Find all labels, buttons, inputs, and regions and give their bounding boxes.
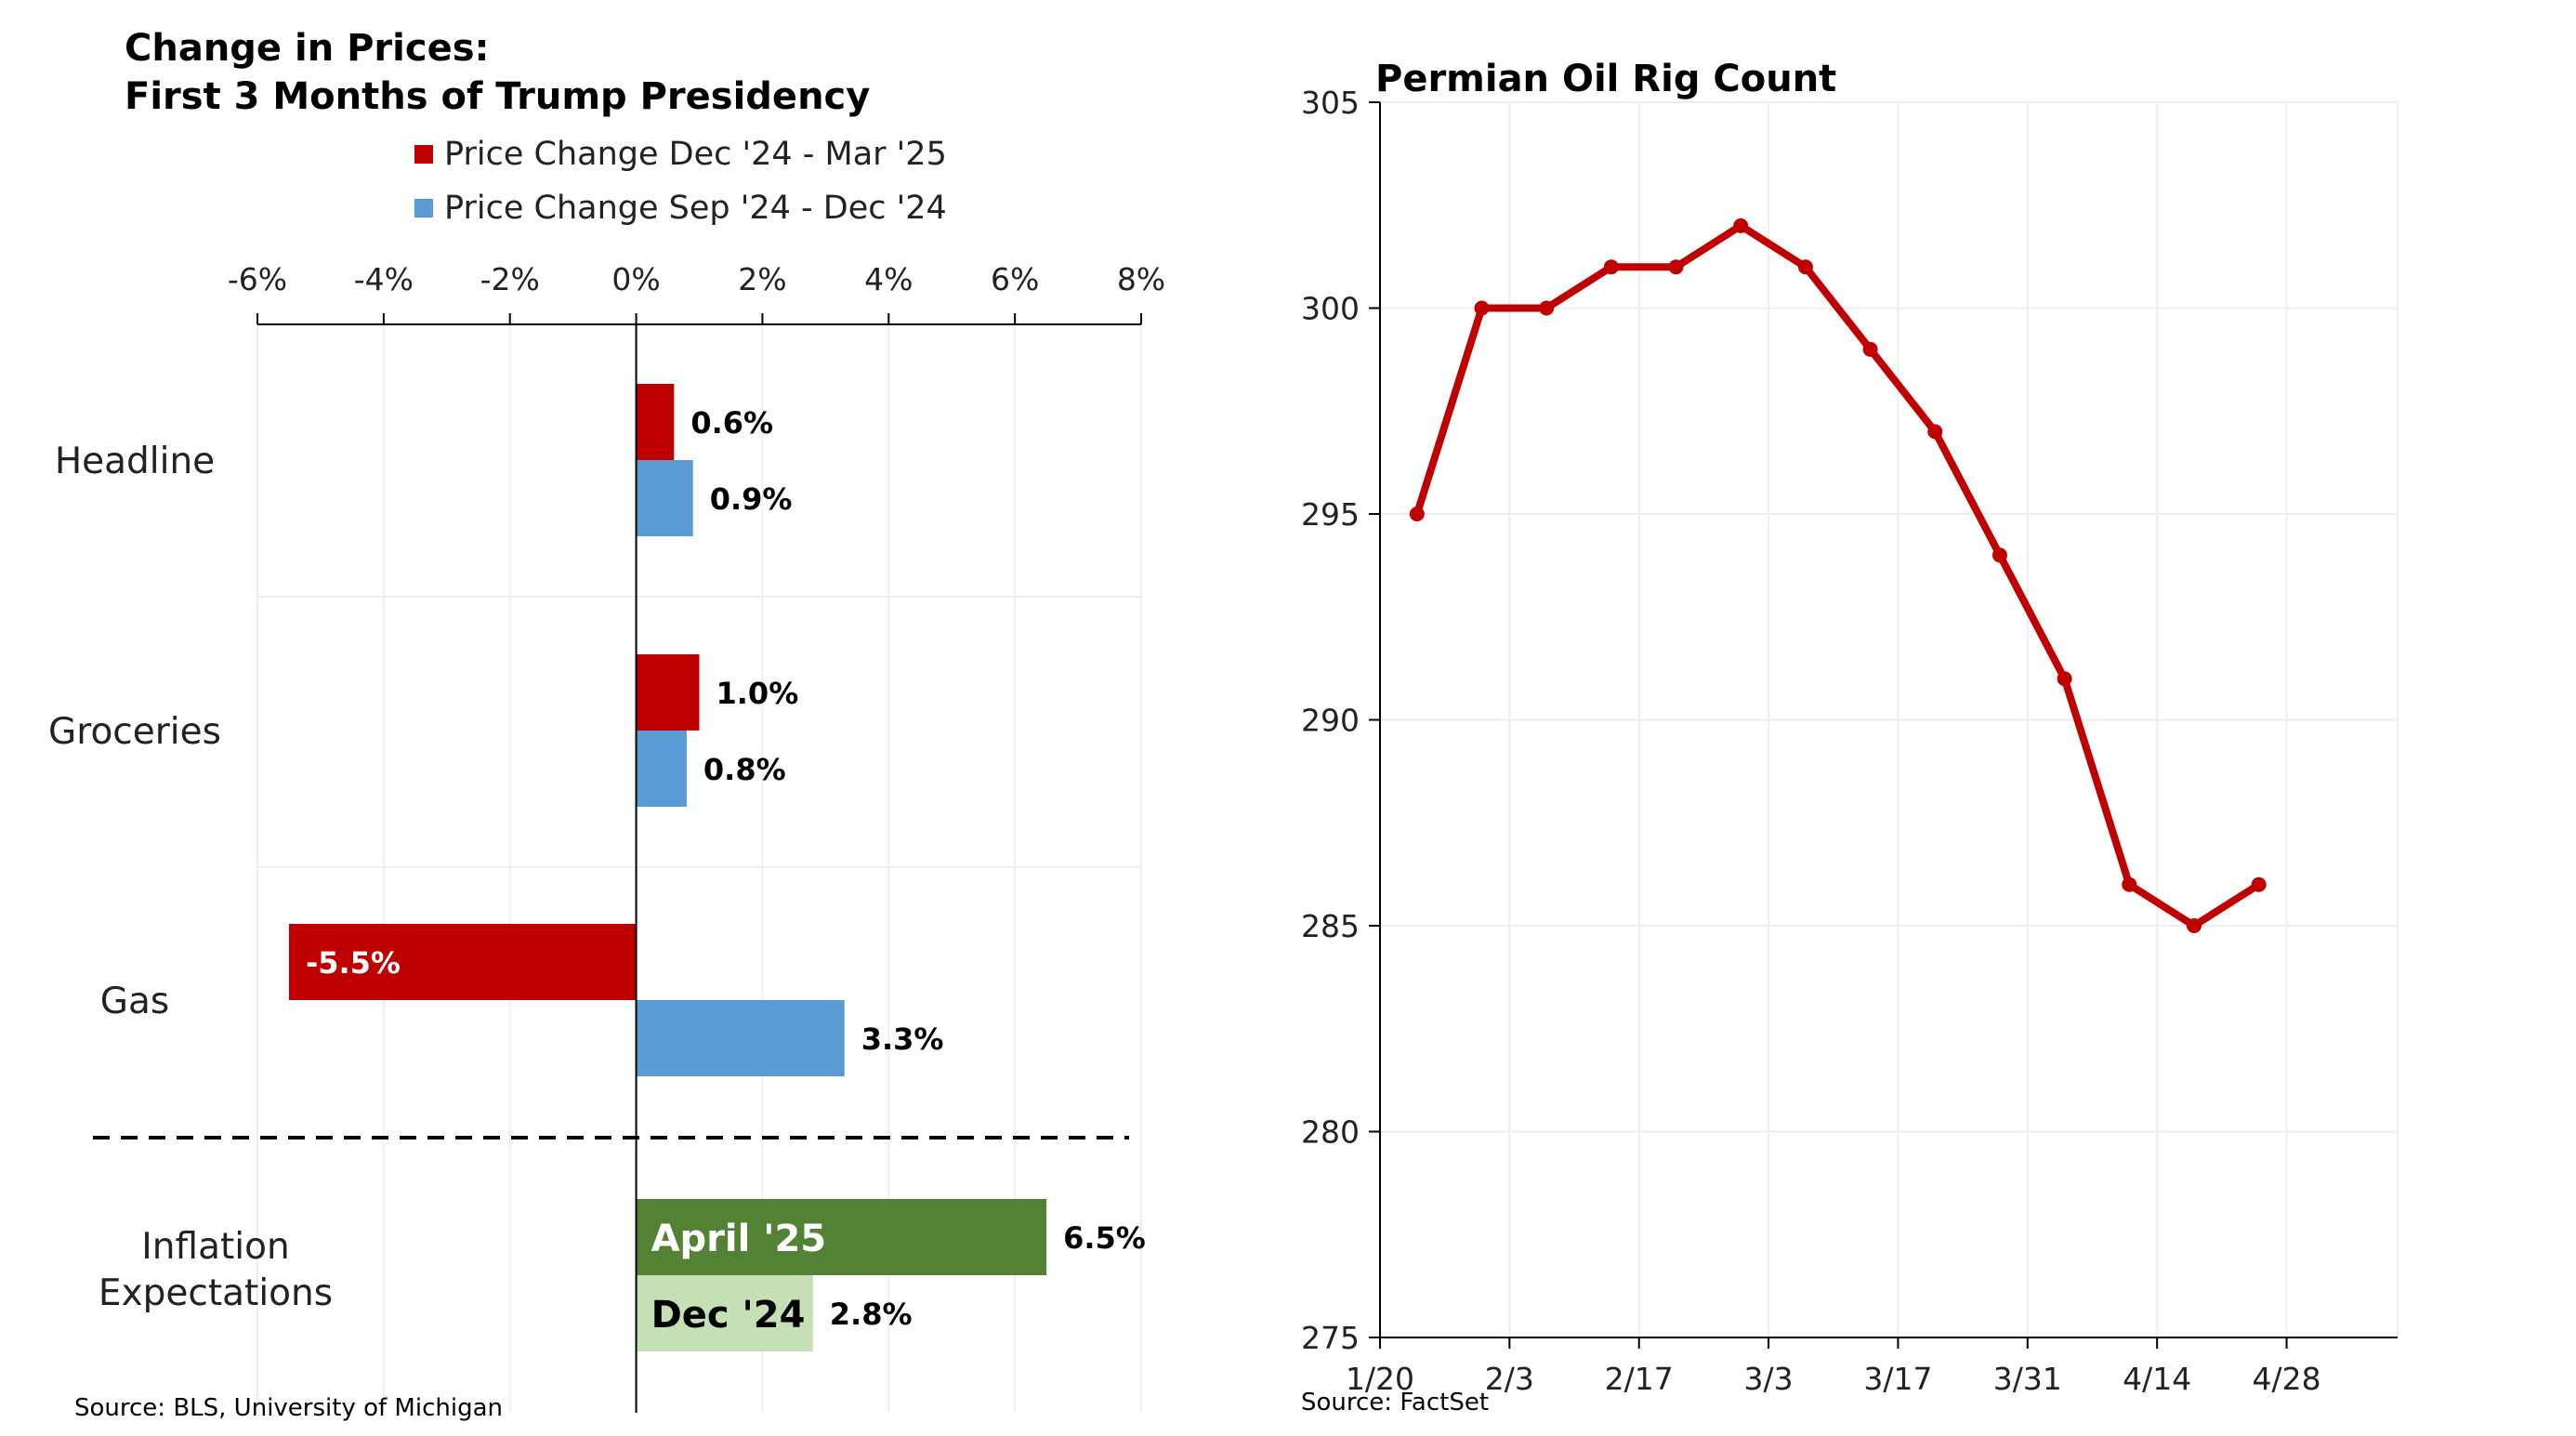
bar (636, 384, 675, 460)
x-tick-label: 4/14 (2123, 1361, 2191, 1397)
category-label: Gas (100, 981, 169, 1022)
x-tick-label: 3/17 (1863, 1361, 1932, 1397)
x-tick-label: 0% (611, 261, 660, 297)
x-tick-label: 8% (1117, 261, 1165, 297)
price-change-title-line2: First 3 Months of Trump Presidency (125, 75, 871, 118)
bar-inner-label: April '25 (651, 1218, 827, 1260)
data-point (2251, 876, 2267, 892)
price-change-title: Change in Prices: First 3 Months of Trum… (125, 24, 870, 121)
rig-count-panel: Permian Oil Rig Count 275 280 285 290 295 300… (1208, 0, 2576, 1436)
x-tick-label: -4% (354, 261, 414, 297)
data-label: 3.3% (861, 1021, 944, 1057)
legend-swatch-blue (414, 199, 433, 217)
data-point (2057, 671, 2072, 687)
data-label: 6.5% (1063, 1220, 1146, 1256)
x-tick-label: 2% (738, 261, 786, 297)
data-point (1668, 259, 1684, 275)
x-tick-label: -2% (480, 261, 540, 297)
price-change-title-line1: Change in Prices: (125, 27, 490, 70)
bar (636, 460, 693, 536)
data-point (1733, 217, 1749, 233)
y-tick-label: 285 (1301, 908, 1360, 944)
data-label: -5.5% (306, 945, 401, 981)
data-point (2187, 918, 2201, 933)
y-tick-label: 295 (1301, 496, 1360, 533)
legend-entry-sep-dec: Price Change Sep '24 - Dec '24 (414, 190, 947, 227)
x-tick-label: 2/3 (1485, 1361, 1534, 1397)
left-source-note: Source: BLS, University of Michigan (74, 1394, 503, 1422)
price-change-panel: Change in Prices: First 3 Months of Trum… (0, 0, 1208, 1436)
bar (636, 1275, 813, 1351)
data-label: 0.9% (710, 481, 793, 517)
legend-entry-dec-mar: Price Change Dec '24 - Mar '25 (414, 136, 947, 173)
bar (636, 1199, 1047, 1275)
x-tick-label: 3/3 (1744, 1361, 1794, 1397)
data-label: 0.8% (703, 752, 786, 787)
data-label: 1.0% (716, 676, 799, 711)
data-point (1474, 300, 1490, 316)
bar (636, 1000, 845, 1076)
x-tick-label: 1/20 (1346, 1361, 1414, 1397)
y-tick-label: 300 (1301, 291, 1360, 327)
category-label: Groceries (48, 711, 221, 753)
bar (288, 924, 637, 1000)
x-tick-label: 4% (864, 261, 913, 297)
data-point (2122, 876, 2137, 892)
category-label: Headline (55, 441, 215, 482)
data-point (1797, 259, 1813, 275)
rig-count-line-chart: 275 280 285 290 295 300 305 1/20 2/3 2/17 3/3 3/17 3… (1301, 85, 2399, 1397)
y-tick-label: 275 (1301, 1320, 1360, 1356)
legend-label-sep-dec: Price Change Sep '24 - Dec '24 (444, 190, 947, 227)
right-source-note: Source: FactSet (1301, 1389, 1490, 1416)
data-point (1991, 547, 2007, 563)
y-tick-label: 305 (1301, 85, 1360, 121)
data-label: 0.6% (690, 405, 773, 441)
category-label: Inflation (141, 1226, 289, 1268)
y-tick-label: 290 (1301, 703, 1360, 739)
data-label: 2.8% (830, 1297, 913, 1332)
legend-label-dec-mar: Price Change Dec '24 - Mar '25 (444, 136, 947, 173)
data-point (1409, 507, 1425, 521)
legend-swatch-red (414, 145, 433, 164)
data-point (1927, 424, 1943, 440)
y-tick-label: 280 (1301, 1114, 1360, 1151)
category-label: Expectations (99, 1272, 333, 1314)
rig-count-series-line (1413, 221, 2263, 929)
rig-count-title: Permian Oil Rig Count (1375, 58, 1837, 100)
price-change-bar-chart: -6% -4% -2% 0% 2% 4% 6% 8% Headline 0.6% 0.9% Groce… (48, 261, 1165, 1413)
data-point (1539, 300, 1555, 316)
bar-inner-label: Dec '24 (651, 1294, 806, 1337)
bar (636, 654, 700, 731)
x-tick-label: 6% (991, 261, 1039, 297)
bar (636, 731, 687, 807)
x-tick-label: 2/17 (1605, 1361, 1674, 1397)
x-tick-label: 3/31 (1993, 1361, 2062, 1397)
data-point (1603, 259, 1619, 275)
x-tick-label: -6% (228, 261, 287, 297)
x-tick-label: 4/28 (2252, 1361, 2320, 1397)
data-point (1862, 341, 1878, 357)
